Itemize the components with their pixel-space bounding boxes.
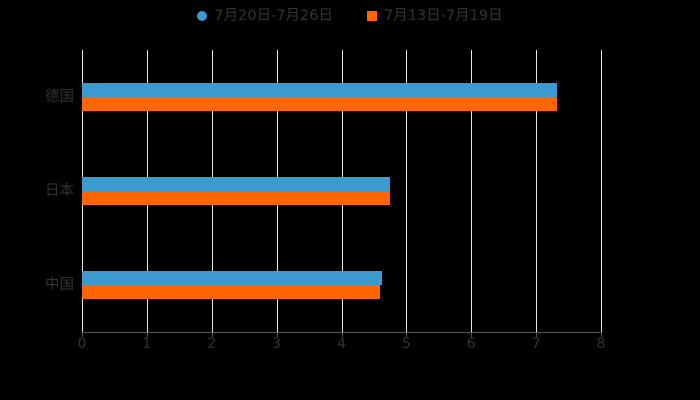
- legend-label-series-1: 7月20日-7月26日: [214, 7, 333, 24]
- x-tick-label-7: 7: [531, 336, 541, 352]
- y-axis-category-label-德国: 德国: [45, 88, 74, 105]
- x-tick-label-2: 2: [207, 336, 217, 352]
- bar-德国-series-2[interactable]: [82, 97, 557, 111]
- x-tick-mark-8: [601, 332, 602, 337]
- bar-日本-series-1[interactable]: [82, 177, 391, 191]
- bar-中国-series-1[interactable]: [82, 271, 383, 285]
- legend-marker-dot-icon: [197, 11, 208, 21]
- legend-label-series-2: 7月13日-7月19日: [384, 7, 503, 24]
- x-tick-label-3: 3: [272, 336, 282, 352]
- gridline-8: [601, 50, 602, 332]
- bar-日本-series-2[interactable]: [82, 191, 391, 205]
- x-tick-label-6: 6: [466, 336, 476, 352]
- legend-item-series-2[interactable]: 7月13日-7月19日: [367, 9, 503, 24]
- x-tick-mark-1: [146, 332, 148, 337]
- x-tick-mark-6: [471, 332, 473, 337]
- x-tick-mark-5: [406, 332, 408, 337]
- x-tick-label-8: 8: [596, 336, 606, 352]
- plot-area: [82, 50, 602, 332]
- x-tick-label-5: 5: [401, 336, 411, 352]
- bar-德国-series-1[interactable]: [82, 83, 557, 97]
- x-tick-label-4: 4: [337, 336, 346, 352]
- bar-中国-series-2[interactable]: [82, 285, 381, 299]
- x-tick-mark-7: [536, 332, 538, 337]
- legend-marker-square-icon: [367, 11, 377, 21]
- x-tick-label-0: 0: [77, 336, 87, 352]
- x-tick-mark-3: [276, 332, 278, 337]
- x-tick-mark-2: [211, 332, 213, 337]
- gridline-6: [471, 50, 473, 332]
- x-tick-label-1: 1: [142, 336, 152, 352]
- legend-item-series-1[interactable]: 7月20日-7月26日: [197, 9, 333, 24]
- gridline-7: [536, 50, 538, 332]
- y-axis-category-label-中国: 中国: [45, 276, 74, 293]
- chart-legend: 7月20日-7月26日 7月13日-7月19日: [0, 3, 700, 29]
- y-axis-category-label-日本: 日本: [45, 182, 74, 199]
- x-tick-mark-0: [82, 332, 83, 337]
- gridline-5: [406, 50, 408, 332]
- x-tick-mark-4: [341, 332, 343, 337]
